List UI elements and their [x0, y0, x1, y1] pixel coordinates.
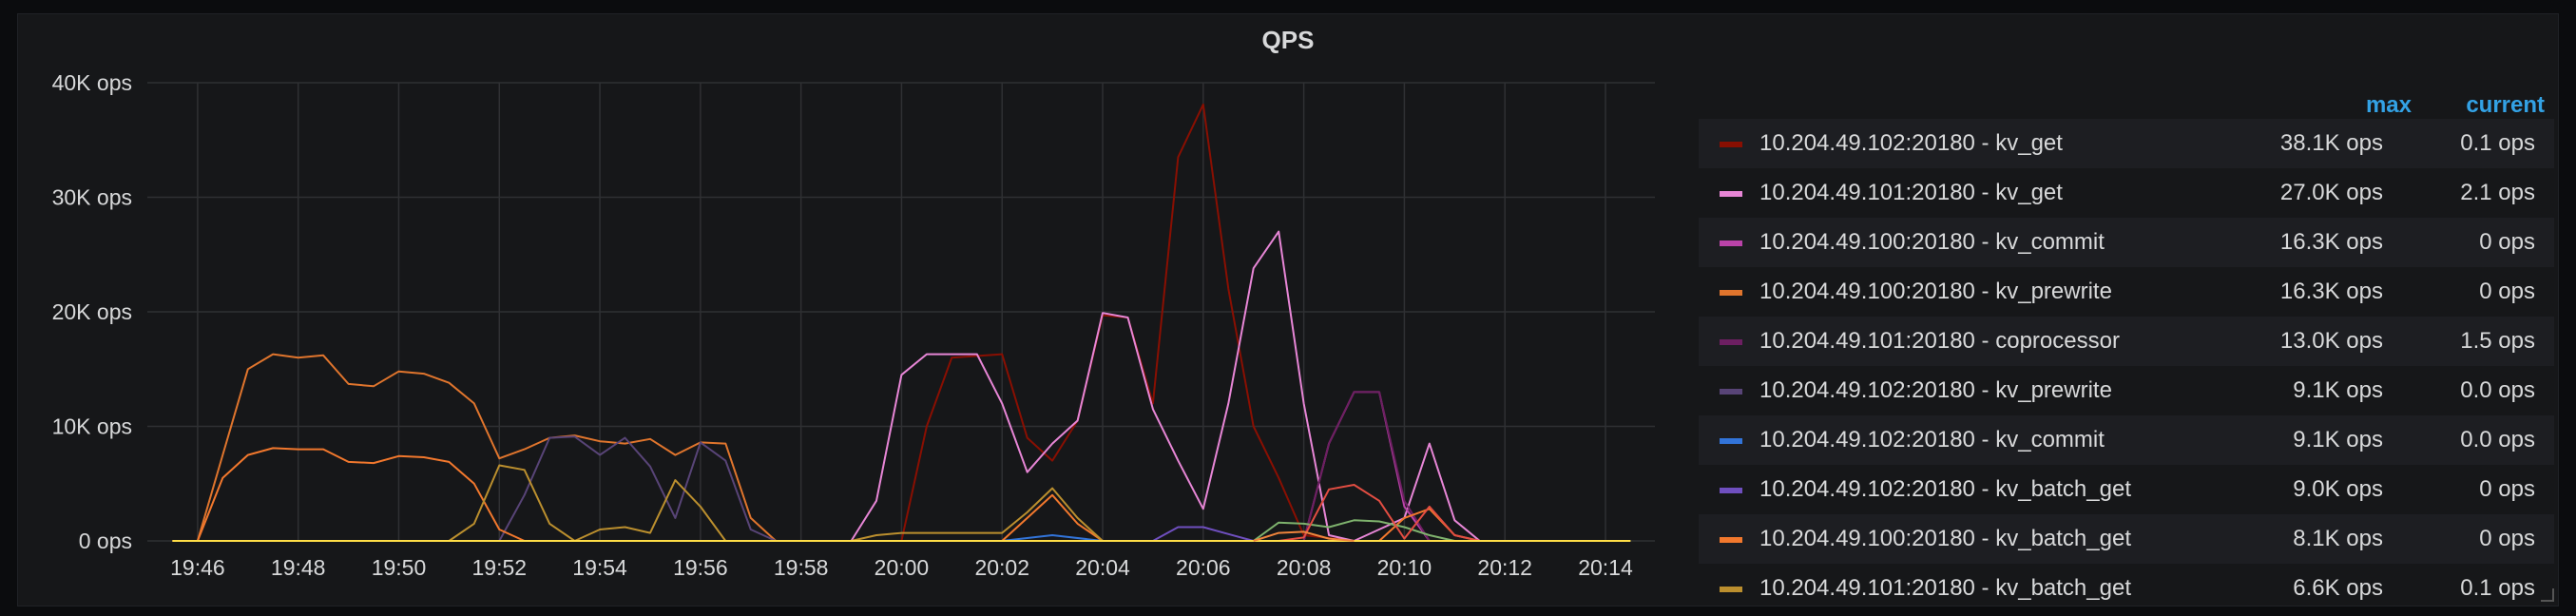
series-line-6[interactable] [1002, 534, 1104, 542]
legend-max-value: 16.3K ops [2279, 279, 2383, 304]
legend-current-value: 1.5 ops [2460, 328, 2535, 354]
x-tick-label: 20:00 [875, 555, 930, 580]
qps-panel: QPS 0 ops 10K ops 20K ops 30K ops 40K ops 19:… [17, 13, 2559, 606]
resize-handle[interactable] [2541, 588, 2554, 602]
legend-current-value: 0.1 ops [2460, 130, 2535, 156]
legend: max current 10.204.49.102:20180 - kv_get… [1699, 77, 2554, 602]
legend-series-name[interactable]: 10.204.49.100:20180 - kv_commit [1759, 229, 2105, 255]
legend-swatch[interactable] [1720, 488, 1742, 493]
x-tick-label: 20:14 [1578, 555, 1633, 580]
legend-series-name[interactable]: 10.204.49.100:20180 - kv_batch_get [1759, 526, 2131, 551]
legend-max-value: 6.6K ops [2293, 575, 2383, 601]
legend-swatch[interactable] [1720, 241, 1742, 246]
x-tick-label: 19:52 [471, 555, 527, 580]
series-line-9[interactable] [448, 464, 1104, 542]
x-tick-label: 19:54 [572, 555, 627, 580]
legend-series-name[interactable]: 10.204.49.101:20180 - coprocessor [1759, 328, 2120, 354]
x-tick-label: 20:06 [1176, 555, 1231, 580]
legend-max-value: 9.1K ops [2293, 377, 2383, 403]
legend-item[interactable]: 10.204.49.102:20180 - kv_batch_get 9.0K o… [1699, 465, 2554, 514]
y-tick-label: 30K ops [52, 185, 132, 210]
legend-max-value: 9.0K ops [2293, 476, 2383, 502]
series-line-13[interactable] [1253, 530, 1355, 542]
legend-item[interactable]: 10.204.49.101:20180 - coprocessor 13.0K o… [1699, 317, 2554, 366]
legend-item[interactable]: 10.204.49.102:20180 - kv_prewrite 9.1K op… [1699, 366, 2554, 415]
x-tick-label: 20:10 [1377, 555, 1432, 580]
y-tick-label: 0 ops [79, 529, 132, 553]
legend-item[interactable]: 10.204.49.101:20180 - kv_get 27.0K ops 2.1… [1699, 168, 2554, 218]
x-tick-label: 19:50 [372, 555, 427, 580]
legend-header: max current [1699, 77, 2554, 119]
x-tick-label: 19:48 [271, 555, 326, 580]
legend-max-value: 16.3K ops [2279, 229, 2383, 255]
x-tick-label: 19:46 [170, 555, 225, 580]
legend-rows: 10.204.49.102:20180 - kv_get 38.1K ops 0.1… [1699, 119, 2554, 602]
legend-max-value: 8.1K ops [2293, 526, 2383, 551]
panel-title[interactable]: QPS [1261, 26, 1315, 54]
series-line-5[interactable] [498, 435, 777, 542]
legend-swatch[interactable] [1720, 191, 1742, 197]
x-tick-label: 20:08 [1277, 555, 1332, 580]
legend-series-name[interactable]: 10.204.49.102:20180 - kv_get [1759, 130, 2063, 156]
series-line-8[interactable] [172, 447, 1480, 542]
legend-series-name[interactable]: 10.204.49.102:20180 - kv_commit [1759, 427, 2105, 452]
legend-swatch[interactable] [1720, 339, 1742, 345]
legend-header-max[interactable]: max [2365, 92, 2412, 118]
legend-current-value: 2.1 ops [2460, 180, 2535, 205]
legend-item[interactable]: 10.204.49.102:20180 - kv_commit 9.1K ops 0… [1699, 415, 2554, 465]
legend-current-value: 0 ops [2479, 476, 2535, 502]
legend-swatch[interactable] [1720, 290, 1742, 296]
legend-current-value: 0.1 ops [2460, 575, 2535, 601]
series-line-7[interactable] [1152, 526, 1254, 542]
legend-current-value: 0.0 ops [2460, 427, 2535, 452]
series-line-0[interactable] [900, 103, 1355, 542]
legend-item[interactable]: 10.204.49.100:20180 - kv_batch_get 8.1K o… [1699, 514, 2554, 564]
x-tick-label: 19:56 [673, 555, 728, 580]
series-line-4[interactable] [1302, 391, 1431, 542]
legend-current-value: 0.0 ops [2460, 377, 2535, 403]
legend-current-value: 0 ops [2479, 526, 2535, 551]
legend-swatch[interactable] [1720, 438, 1742, 444]
legend-series-name[interactable]: 10.204.49.102:20180 - kv_prewrite [1759, 377, 2112, 403]
x-tick-label: 20:04 [1075, 555, 1130, 580]
x-tick-label: 20:02 [974, 555, 1029, 580]
series-line-10[interactable] [1253, 519, 1455, 542]
legend-item[interactable]: 10.204.49.100:20180 - kv_prewrite 16.3K o… [1699, 267, 2554, 317]
legend-swatch[interactable] [1720, 142, 1742, 147]
legend-item[interactable]: 10.204.49.102:20180 - kv_get 38.1K ops 0.1… [1699, 119, 2554, 168]
legend-max-value: 27.0K ops [2279, 180, 2383, 205]
legend-item[interactable]: 10.204.49.101:20180 - kv_batch_get 6.6K o… [1699, 564, 2554, 602]
y-tick-label: 10K ops [52, 414, 132, 439]
legend-series-name[interactable]: 10.204.49.102:20180 - kv_batch_get [1759, 476, 2131, 502]
legend-series-name[interactable]: 10.204.49.101:20180 - kv_batch_get [1759, 575, 2131, 601]
legend-header-current[interactable]: current [2466, 92, 2545, 118]
legend-current-value: 0 ops [2479, 229, 2535, 255]
legend-series-name[interactable]: 10.204.49.100:20180 - kv_prewrite [1759, 279, 2112, 304]
legend-max-value: 13.0K ops [2279, 328, 2383, 354]
y-tick-label: 40K ops [52, 70, 132, 95]
legend-swatch[interactable] [1720, 587, 1742, 592]
legend-series-name[interactable]: 10.204.49.101:20180 - kv_get [1759, 180, 2063, 205]
y-tick-label: 20K ops [52, 299, 132, 324]
legend-swatch[interactable] [1720, 537, 1742, 543]
x-tick-label: 19:58 [774, 555, 829, 580]
legend-current-value: 0 ops [2479, 279, 2535, 304]
series-line-3[interactable] [172, 353, 801, 542]
legend-max-value: 38.1K ops [2279, 130, 2383, 156]
series-line-11[interactable] [1278, 484, 1480, 542]
legend-max-value: 9.1K ops [2293, 427, 2383, 452]
x-tick-label: 20:12 [1477, 555, 1532, 580]
qps-chart[interactable]: 0 ops 10K ops 20K ops 30K ops 40K ops 19:46 19… [18, 14, 1701, 606]
legend-swatch[interactable] [1720, 389, 1742, 395]
legend-item[interactable]: 10.204.49.100:20180 - kv_commit 16.3K ops… [1699, 218, 2554, 267]
